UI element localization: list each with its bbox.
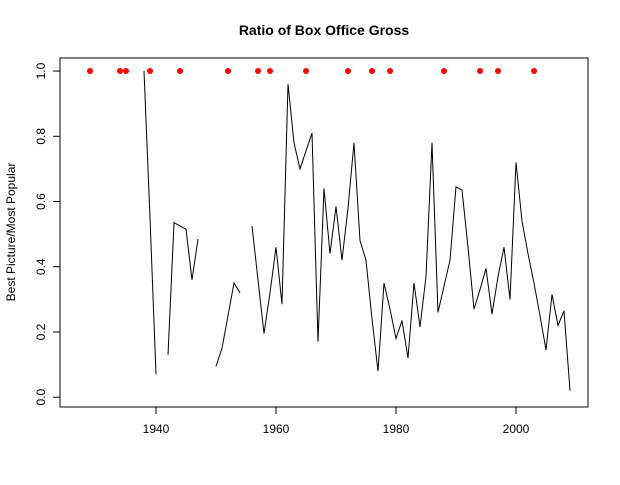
- plot-box: [59, 57, 589, 408]
- data-point: [177, 68, 183, 75]
- data-point: [123, 68, 129, 75]
- data-point: [225, 68, 231, 75]
- y-tick-label: 1.0: [34, 62, 48, 79]
- data-point: [495, 68, 501, 75]
- y-tick-label: 0.4: [34, 258, 48, 275]
- y-tick-label: 0.6: [34, 193, 48, 210]
- chart-title: Ratio of Box Office Gross: [239, 22, 410, 38]
- data-point: [303, 68, 309, 75]
- y-tick-label: 0.0: [34, 389, 48, 406]
- data-point: [387, 68, 393, 75]
- data-point: [369, 68, 375, 75]
- data-point: [531, 68, 537, 75]
- data-point: [147, 68, 153, 75]
- x-tick-label: 1940: [143, 422, 170, 436]
- data-point: [441, 68, 447, 75]
- data-point: [117, 68, 123, 75]
- data-point: [87, 68, 93, 75]
- data-point: [267, 68, 273, 75]
- data-point: [255, 68, 261, 75]
- y-tick-label: 0.8: [34, 128, 48, 145]
- y-axis-label: Best Picture/Most Popular: [4, 163, 18, 302]
- y-tick-label: 0.2: [34, 323, 48, 340]
- x-tick-label: 1960: [263, 422, 290, 436]
- x-tick-label: 2000: [503, 422, 530, 436]
- data-point: [477, 68, 483, 75]
- x-tick-label: 1980: [383, 422, 410, 436]
- data-line: [143, 71, 571, 391]
- data-point: [345, 68, 351, 75]
